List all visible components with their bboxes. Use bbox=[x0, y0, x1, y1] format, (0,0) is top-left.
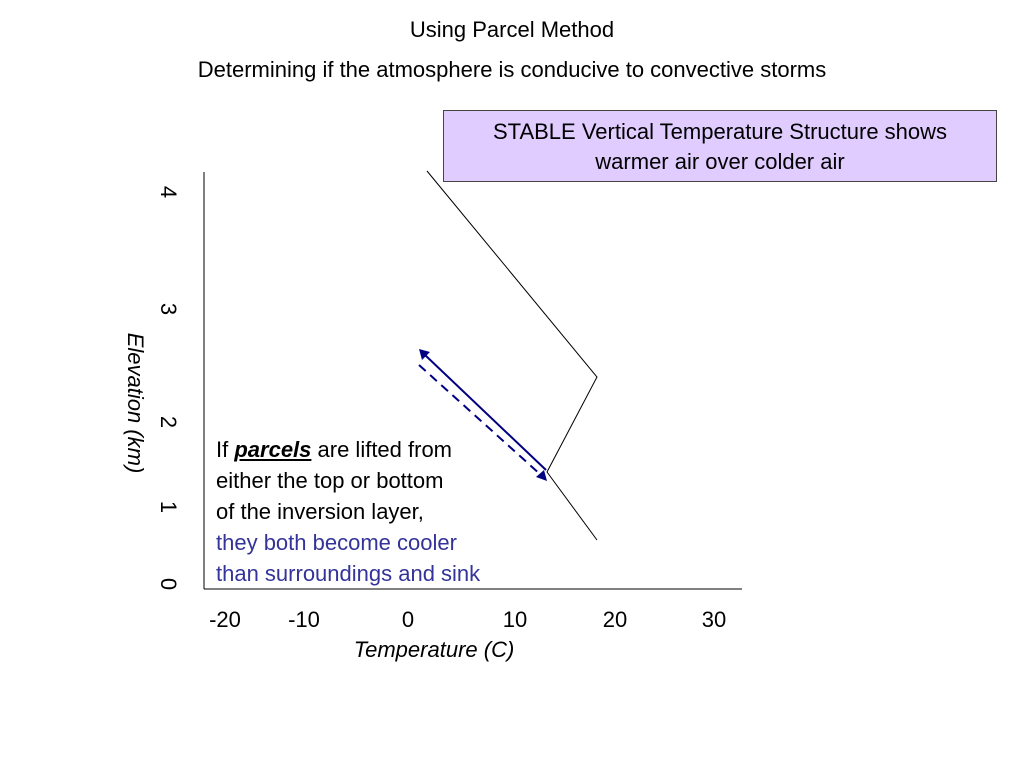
x-tick-30: 30 bbox=[701, 607, 727, 632]
note-line-1: If parcels are lifted from bbox=[216, 434, 480, 465]
parcel-path-solid bbox=[424, 354, 547, 471]
parcel-arrowhead-up bbox=[419, 349, 430, 360]
x-axis-label: Temperature (C) bbox=[353, 637, 515, 662]
note-emphasis: parcels bbox=[234, 437, 312, 462]
y-tick-1: 1 bbox=[156, 500, 181, 514]
note-line-4: they both become cooler bbox=[216, 530, 457, 555]
callout-line-1: STABLE Vertical Temperature Structure sh… bbox=[492, 119, 948, 144]
y-tick-3: 3 bbox=[156, 302, 181, 316]
note-line-3: of the inversion layer, bbox=[216, 499, 424, 524]
x-tick-0: 0 bbox=[401, 607, 415, 632]
y-tick-2: 2 bbox=[156, 415, 181, 429]
note-prefix: If bbox=[216, 437, 235, 462]
stable-callout-box: STABLE Vertical Temperature Structure sh… bbox=[443, 110, 997, 182]
y-tick-4: 4 bbox=[156, 185, 181, 199]
note-line-5: than surroundings and sink bbox=[216, 561, 481, 586]
y-axis-label: Elevation (km) bbox=[123, 332, 148, 474]
x-tick-20: 20 bbox=[602, 607, 628, 632]
x-tick-minus-10: -10 bbox=[288, 607, 320, 632]
note-line-2: either the top or bottom bbox=[216, 468, 444, 493]
note-rest: are lifted from bbox=[311, 437, 453, 462]
parcel-explanation: If parcels are lifted from either the to… bbox=[216, 434, 480, 589]
page-subtitle: Determining if the atmosphere is conduci… bbox=[197, 57, 827, 82]
parcel-arrowhead-down bbox=[536, 470, 547, 481]
y-tick-0: 0 bbox=[156, 577, 181, 591]
callout-line-2: warmer air over colder air bbox=[595, 149, 845, 174]
environmental-temperature-profile bbox=[426, 170, 598, 541]
page-title: Using Parcel Method bbox=[409, 17, 615, 42]
parcel-path-dashed bbox=[418, 364, 542, 476]
x-tick-10: 10 bbox=[502, 607, 528, 632]
x-tick-minus-20: -20 bbox=[209, 607, 241, 632]
